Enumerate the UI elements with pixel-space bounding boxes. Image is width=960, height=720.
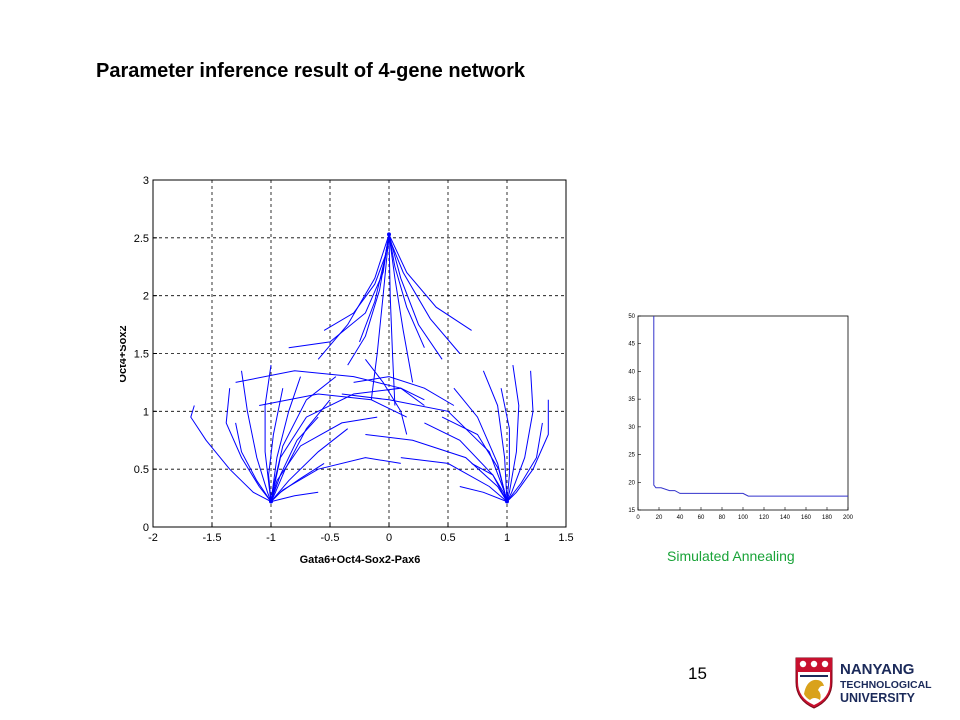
trajectory-line	[235, 370, 425, 406]
trajectory-line	[268, 388, 284, 502]
attractor-point	[505, 499, 509, 504]
trajectory-line	[241, 370, 272, 502]
x-tick-label: -2	[148, 532, 158, 544]
sa-x-tick-label: 20	[656, 515, 663, 521]
trajectory-line	[370, 234, 390, 400]
trajectory-line	[190, 405, 272, 503]
trajectory-line	[264, 365, 272, 502]
sa-x-tick-label: 80	[719, 515, 726, 521]
trajectory-line	[225, 388, 272, 502]
annealing-x-ticks: 0 20 40 60 80 100 120 140 160 180 200	[636, 507, 854, 521]
trajectory-x-ticks: -2 -1.5 -1 -0.5 0 0.5 1 1.5	[148, 523, 574, 544]
trajectory-line	[388, 234, 472, 331]
trajectory-line	[341, 393, 508, 502]
trajectory-y-axis-label: Oct4+Sox2	[120, 325, 129, 382]
trajectory-line	[388, 234, 443, 360]
trajectory-line	[270, 416, 378, 502]
trajectory-line	[270, 428, 349, 502]
y-tick-label: 2	[143, 291, 149, 303]
attractor-point	[269, 499, 273, 504]
trajectory-line	[270, 376, 337, 502]
trajectory-line	[288, 234, 390, 349]
x-tick-label: 0.5	[440, 532, 455, 544]
slide-title: Parameter inference result of 4-gene net…	[96, 60, 526, 82]
trajectory-y-ticks: 0 0.5 1 1.5 2 2.5 3	[134, 175, 157, 534]
sa-y-tick-label: 25	[628, 453, 635, 459]
sa-y-tick-label: 45	[628, 342, 635, 348]
trajectory-line	[270, 416, 319, 502]
trajectory-line	[506, 422, 543, 502]
sa-x-tick-label: 140	[780, 515, 791, 521]
y-tick-label: 0.5	[134, 464, 149, 476]
y-tick-label: 1	[143, 406, 149, 418]
annealing-chart: 0 20 40 60 80 100 120 140 160 180 200 15 20 25 30 35 40…	[628, 314, 854, 521]
trajectory-line	[506, 399, 549, 502]
x-tick-label: 1.5	[558, 532, 573, 544]
y-tick-label: 3	[143, 175, 149, 187]
ntu-logo: NANYANG TECHNOLOGICAL UNIVERSITY	[795, 657, 932, 709]
sa-y-tick-label: 15	[628, 508, 635, 514]
trajectory-line	[441, 416, 508, 502]
trajectory-line	[400, 457, 508, 502]
x-tick-label: 1	[504, 532, 510, 544]
sa-y-tick-label: 50	[628, 314, 635, 320]
x-tick-label: -0.5	[321, 532, 340, 544]
annealing-cost-line	[653, 316, 848, 497]
ntu-crest-icon	[795, 657, 833, 709]
sa-x-tick-label: 40	[677, 515, 684, 521]
x-tick-label: 0	[386, 532, 392, 544]
attractor-point	[387, 232, 391, 237]
trajectory-line	[500, 388, 510, 502]
trajectory-line	[317, 234, 390, 360]
sa-y-tick-label: 40	[628, 369, 635, 375]
trajectory-line	[506, 365, 520, 502]
trajectory-line	[459, 486, 508, 503]
sa-x-tick-label: 100	[738, 515, 749, 521]
trajectory-line	[471, 462, 508, 502]
y-tick-label: 2.5	[134, 233, 149, 245]
sa-x-tick-label: 60	[698, 515, 705, 521]
trajectory-line	[365, 434, 508, 502]
trajectory-line	[506, 370, 534, 502]
trajectory-line	[388, 234, 396, 406]
trajectory-line	[482, 370, 508, 502]
trajectory-line	[353, 376, 455, 406]
sa-y-tick-label: 35	[628, 397, 635, 403]
trajectory-x-axis-label: Gata6+Oct4-Sox2-Pax6	[300, 554, 421, 566]
sa-x-tick-label: 200	[843, 515, 854, 521]
trajectory-line	[270, 387, 425, 502]
trajectory-line	[270, 399, 331, 502]
annealing-lines	[653, 316, 848, 497]
sa-y-tick-label: 30	[628, 425, 635, 431]
sa-x-tick-label: 180	[822, 515, 833, 521]
trajectory-lines	[190, 232, 549, 504]
sa-y-tick-label: 20	[628, 480, 635, 486]
trajectory-line	[424, 422, 508, 502]
trajectory-line	[365, 358, 408, 435]
logo-line-2: TECHNOLOGICAL	[840, 679, 932, 691]
sa-x-tick-label: 120	[759, 515, 770, 521]
trajectory-line	[270, 457, 401, 502]
logo-line-1: NANYANG	[840, 661, 914, 678]
trajectory-line	[388, 234, 414, 383]
sa-x-tick-label: 0	[636, 515, 640, 521]
y-tick-label: 0	[143, 522, 149, 534]
annealing-plot-frame	[637, 315, 849, 511]
trajectory-line	[259, 393, 407, 418]
page-number: 15	[688, 664, 707, 683]
x-tick-label: -1.5	[203, 532, 222, 544]
annealing-caption: Simulated Annealing	[667, 548, 795, 564]
trajectory-line	[235, 422, 272, 502]
trajectory-chart: -2 -1.5 -1 -0.5 0 0.5 1 1.5 0 0.5 1 1.5 2 2.5 3 Gata6…	[120, 175, 574, 566]
logo-line-3: UNIVERSITY	[840, 691, 916, 705]
x-tick-label: -1	[266, 532, 276, 544]
y-tick-label: 1.5	[134, 349, 149, 361]
trajectory-line	[270, 491, 319, 503]
annealing-y-ticks: 15 20 25 30 35 40 45 50	[628, 314, 641, 514]
trajectory-line	[359, 234, 390, 343]
trajectory-line	[388, 234, 425, 348]
sa-x-tick-label: 160	[801, 515, 812, 521]
trajectory-grid	[153, 180, 566, 527]
